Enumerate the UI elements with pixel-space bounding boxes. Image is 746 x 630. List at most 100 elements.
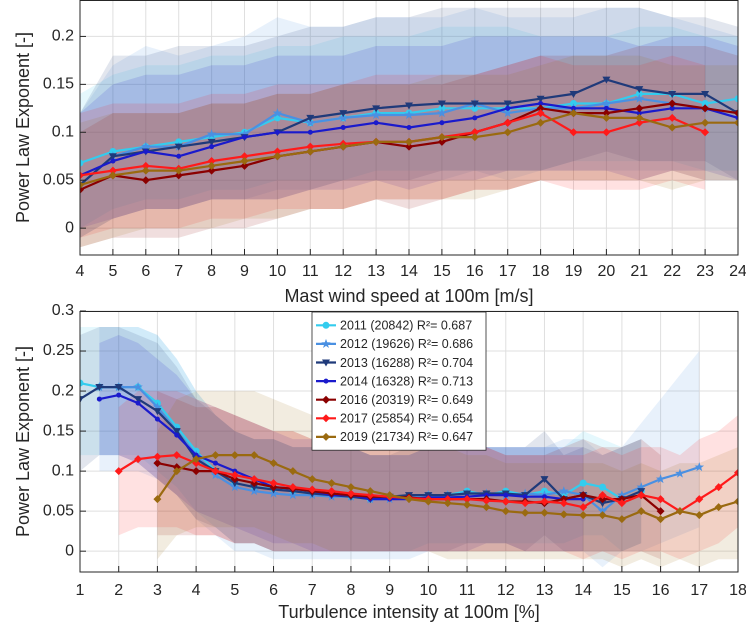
y-tick-label: 0.1 — [52, 124, 74, 141]
marker — [617, 490, 627, 500]
x-tick-label: 14 — [400, 263, 418, 280]
marker — [207, 166, 216, 175]
marker — [405, 142, 413, 151]
marker — [538, 101, 544, 107]
marker — [230, 480, 239, 488]
x-tick-label: 14 — [574, 582, 592, 599]
x-tick-label: 11 — [302, 263, 319, 280]
marker — [322, 321, 330, 329]
marker — [701, 90, 710, 98]
marker — [385, 491, 394, 500]
marker — [306, 147, 315, 156]
marker — [617, 499, 626, 508]
marker — [250, 451, 259, 460]
x-tick-label: 21 — [630, 263, 648, 280]
marker — [734, 95, 738, 103]
marker — [559, 499, 568, 508]
x-tick-label: 11 — [459, 582, 476, 599]
marker — [735, 115, 738, 121]
marker — [339, 142, 348, 151]
marker — [482, 503, 491, 512]
y-tick-label: 0 — [65, 542, 74, 559]
marker — [602, 128, 611, 137]
marker — [80, 159, 84, 167]
marker — [501, 497, 510, 506]
marker — [141, 166, 150, 175]
marker — [579, 479, 587, 487]
x-tick-label: 13 — [536, 582, 554, 599]
marker — [405, 495, 413, 504]
marker — [274, 129, 280, 135]
marker — [372, 105, 381, 113]
x-axis-label: Mast wind speed at 100m [m/s] — [284, 286, 533, 306]
marker — [212, 460, 218, 466]
marker — [505, 105, 511, 111]
x-tick-label: 9 — [240, 263, 249, 280]
marker — [211, 451, 220, 460]
marker — [322, 395, 330, 404]
marker — [80, 171, 84, 180]
x-tick-label: 10 — [269, 263, 287, 280]
marker — [116, 392, 122, 398]
marker — [172, 428, 181, 436]
marker — [141, 161, 150, 170]
marker — [346, 489, 355, 498]
marker — [153, 408, 162, 416]
x-tick-label: 23 — [696, 263, 714, 280]
marker — [734, 497, 738, 506]
marker — [373, 120, 379, 126]
marker — [371, 110, 381, 120]
marker — [694, 462, 705, 472]
marker — [656, 507, 665, 516]
marker — [603, 105, 609, 111]
marker — [502, 108, 513, 118]
marker — [174, 143, 183, 151]
marker — [522, 494, 528, 500]
x-tick-label: 17 — [499, 263, 517, 280]
marker — [601, 98, 612, 108]
x-tick-label: 22 — [663, 263, 681, 280]
x-tick-label: 15 — [433, 263, 451, 280]
marker — [437, 133, 446, 142]
marker — [242, 134, 247, 140]
legend-label: 2016 (20319) R²= 0.649 — [340, 393, 473, 407]
marker — [230, 475, 239, 484]
marker — [701, 118, 710, 127]
marker — [536, 95, 545, 103]
marker — [579, 491, 588, 500]
y-tick-label: 0.15 — [43, 422, 74, 439]
marker — [250, 479, 259, 488]
marker — [669, 105, 675, 111]
y-tick-label: 0.15 — [43, 76, 74, 93]
marker — [634, 93, 645, 103]
marker — [536, 104, 545, 113]
x-tick-label: 19 — [565, 263, 583, 280]
marker — [174, 166, 183, 175]
y-tick-label: 0.05 — [43, 502, 74, 519]
marker — [536, 118, 545, 127]
marker — [734, 109, 738, 118]
marker — [153, 459, 162, 468]
marker — [134, 455, 143, 464]
marker — [80, 396, 84, 404]
marker — [323, 378, 329, 384]
marker — [521, 499, 530, 508]
spread-band — [157, 391, 661, 560]
marker — [207, 161, 216, 170]
x-tick-label: 18 — [729, 582, 746, 599]
marker — [463, 500, 472, 509]
marker — [635, 86, 644, 94]
marker — [322, 414, 330, 423]
marker — [656, 495, 665, 504]
marker — [695, 495, 704, 504]
marker — [307, 129, 313, 135]
marker — [172, 451, 181, 460]
marker — [153, 452, 162, 461]
marker — [288, 467, 297, 476]
x-tick-label: 2 — [114, 582, 123, 599]
marker — [483, 492, 489, 498]
marker — [569, 128, 578, 137]
marker — [306, 142, 315, 151]
marker — [714, 483, 723, 492]
